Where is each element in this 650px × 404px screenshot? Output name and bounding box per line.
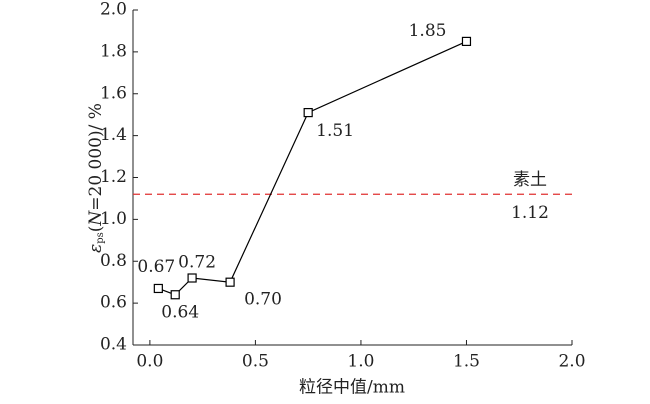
x-tick-label: 0.5	[242, 352, 269, 372]
reference-label: 素土	[513, 170, 547, 190]
x-tick-label: 2.0	[558, 352, 585, 372]
y-tick-label: 1.2	[100, 167, 127, 187]
y-tick-label: 1.6	[100, 83, 127, 103]
y-label-text: N	[86, 210, 106, 227]
y-label-symbol: ε	[86, 244, 106, 253]
y-tick-label: 0.6	[100, 293, 127, 313]
y-tick-label: 1.4	[100, 125, 127, 145]
y-axis-label: εps(N=20 000)/ %	[86, 103, 106, 253]
data-label: 0.64	[161, 302, 199, 322]
y-label-text: (	[86, 226, 106, 233]
x-tick-label: 1.0	[347, 352, 374, 372]
marker	[225, 277, 235, 287]
y-tick-label: 1.0	[100, 209, 127, 229]
marker	[170, 290, 180, 300]
y-label-subscript: ps	[95, 232, 106, 244]
marker	[187, 273, 197, 283]
x-axis-label: 粒径中值/mm	[299, 378, 405, 398]
x-tick-label: 0.0	[136, 352, 163, 372]
marker	[303, 107, 313, 118]
y-tick-label: 0.4	[100, 335, 127, 355]
y-label-text: =20 000)/ %	[86, 103, 106, 211]
y-tick-label: 2.0	[100, 0, 127, 20]
data-label: 1.51	[316, 121, 354, 141]
data-label: 0.72	[178, 253, 216, 273]
marker	[153, 283, 163, 294]
y-tick-label: 1.8	[100, 41, 127, 61]
data-label: 0.70	[244, 290, 282, 310]
data-label: 1.85	[409, 21, 447, 41]
data-label: 0.67	[137, 257, 175, 277]
reference-value-label: 1.12	[511, 203, 549, 223]
y-tick-label: 0.8	[100, 251, 127, 271]
x-tick-label: 1.5	[453, 352, 480, 372]
marker	[461, 36, 472, 47]
